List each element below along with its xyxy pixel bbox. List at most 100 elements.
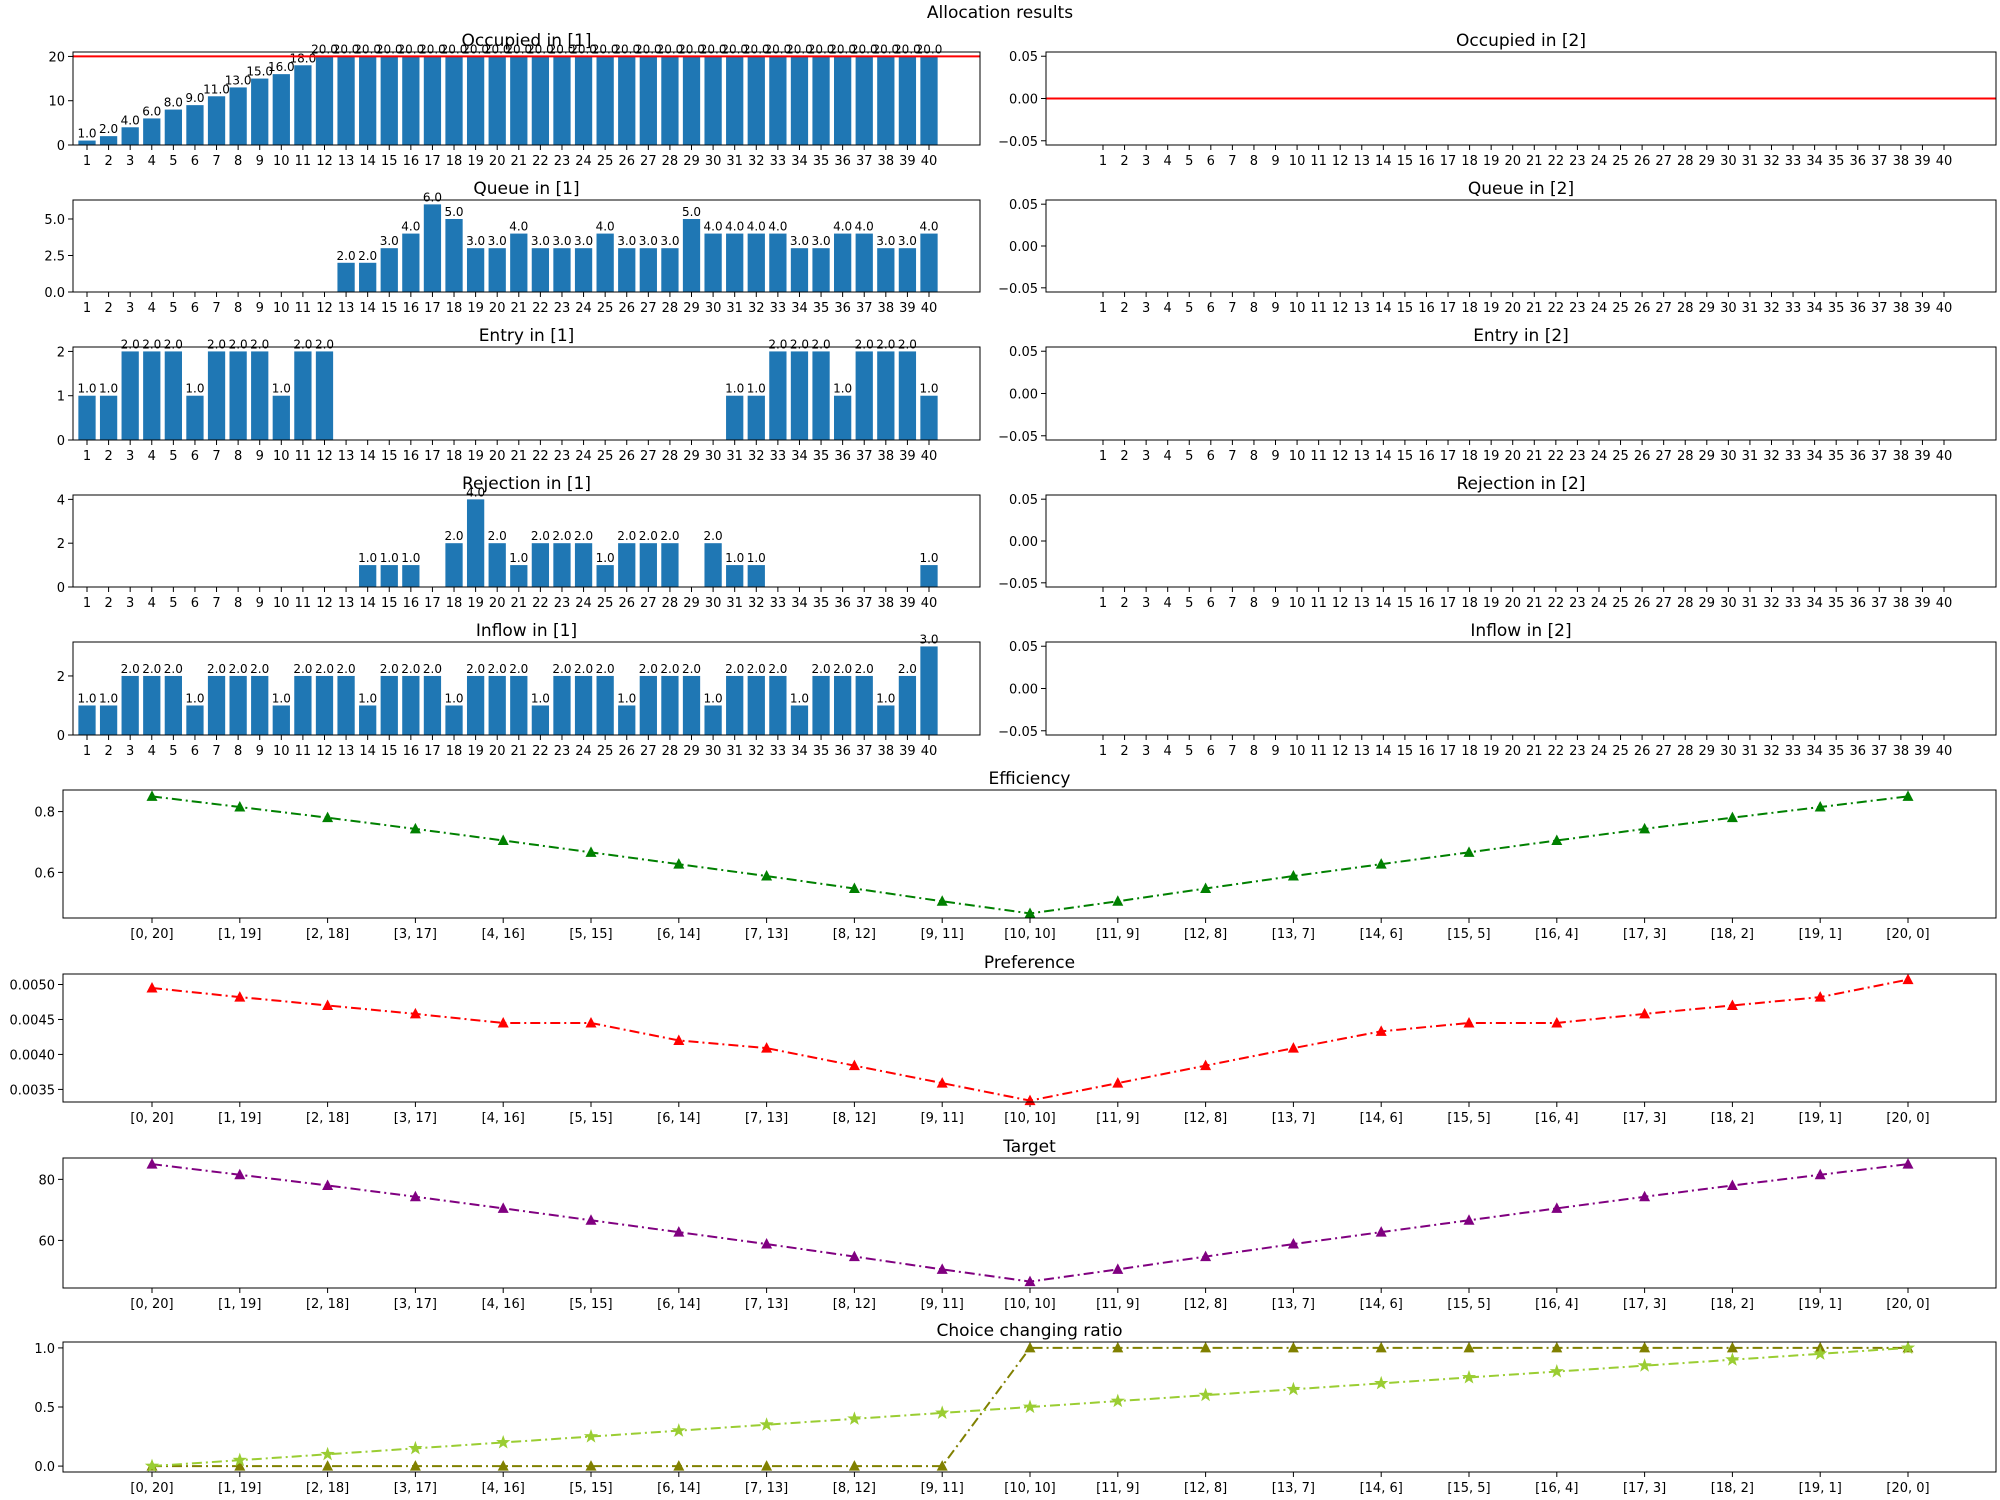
value-label: 2.0 — [855, 337, 874, 351]
x-tick-label: [0, 20] — [130, 1481, 173, 1496]
value-label: 4.0 — [596, 220, 615, 234]
chart-title: Rejection in [1] — [462, 474, 591, 494]
marker — [497, 834, 509, 845]
x-tick-label: 29 — [1699, 596, 1716, 611]
x-tick-label: 1 — [1099, 449, 1107, 464]
bar — [747, 233, 765, 292]
x-tick-label: 23 — [554, 301, 571, 316]
x-tick-label: 13 — [1353, 449, 1370, 464]
value-label: 2.0 — [617, 529, 636, 543]
x-tick-label: 23 — [1569, 154, 1586, 169]
x-tick-label: [20, 0] — [1886, 1481, 1929, 1496]
marker — [673, 1226, 685, 1237]
x-tick-label: 37 — [1871, 744, 1888, 759]
y-tick-label: 0.00 — [1009, 93, 1038, 108]
marker — [585, 846, 597, 857]
x-tick-label: [18, 2] — [1711, 927, 1754, 942]
axes-frame — [1045, 51, 1997, 146]
x-tick-label: 5 — [1185, 449, 1193, 464]
bar — [812, 675, 830, 735]
marker — [1639, 1341, 1651, 1353]
axes-frame — [1045, 494, 1997, 588]
x-tick-label: [17, 3] — [1623, 1481, 1666, 1496]
value-label: 20.0 — [484, 42, 511, 56]
x-tick-label: 19 — [467, 744, 484, 759]
x-tick-label: 26 — [618, 154, 635, 169]
value-label: 20.0 — [462, 42, 489, 56]
x-tick-label: 38 — [1893, 301, 1910, 316]
bar — [769, 675, 787, 735]
bar — [855, 233, 873, 292]
value-label: 2.0 — [682, 662, 701, 676]
y-tick-label: 0.0040 — [10, 1048, 56, 1063]
bar — [402, 675, 420, 735]
chart-title: Rejection in [2] — [1457, 474, 1586, 494]
value-label: 20.0 — [311, 42, 338, 56]
chart-title: Queue in [2] — [1468, 179, 1574, 199]
y-tick-label: 2 — [57, 670, 65, 685]
bar — [359, 56, 377, 145]
bar — [855, 351, 873, 440]
x-tick-label: 28 — [662, 301, 679, 316]
x-tick-label: 2 — [104, 744, 112, 759]
value-label: 20.0 — [354, 42, 381, 56]
x-tick-label: 26 — [618, 744, 635, 759]
x-tick-label: 25 — [597, 596, 614, 611]
y-tick-label: 0.00 — [1009, 683, 1038, 698]
value-label: 2.0 — [596, 662, 615, 676]
bar — [769, 56, 787, 145]
series-line — [151, 1346, 1909, 1468]
x-tick-label: 20 — [1504, 154, 1521, 169]
x-tick-label: 28 — [1677, 596, 1694, 611]
x-tick-label: 38 — [1893, 596, 1910, 611]
bar — [510, 56, 528, 145]
x-tick-label: 29 — [1699, 301, 1716, 316]
x-tick-label: 6 — [1207, 744, 1215, 759]
bar — [402, 565, 420, 587]
value-label: 2.0 — [444, 529, 463, 543]
x-tick-label: 26 — [1634, 596, 1651, 611]
marker — [936, 1263, 948, 1274]
x-tick-label: 6 — [1207, 596, 1215, 611]
x-tick-label: 10 — [1289, 301, 1306, 316]
y-tick-label: 0.05 — [1009, 198, 1038, 213]
x-tick-label: 38 — [878, 449, 895, 464]
x-tick-label: 17 — [424, 596, 441, 611]
x-tick-label: 7 — [212, 596, 220, 611]
marker — [848, 1460, 860, 1471]
x-tick-label: 18 — [1461, 154, 1478, 169]
x-tick-label: [4, 16] — [482, 1481, 525, 1496]
bar — [855, 56, 873, 145]
x-tick-label: 5 — [1185, 596, 1193, 611]
x-tick-label: 15 — [1397, 301, 1414, 316]
marker — [1814, 1168, 1826, 1180]
x-tick-label: 10 — [273, 744, 290, 759]
bar — [812, 351, 830, 440]
marker — [1022, 1399, 1038, 1414]
x-tick-label: 17 — [1440, 301, 1457, 316]
x-tick-label: 16 — [403, 301, 420, 316]
bar — [877, 248, 895, 292]
x-tick-label: 20 — [1504, 744, 1521, 759]
bar — [877, 705, 895, 735]
value-label: 2.0 — [337, 662, 356, 676]
value-label: 2.0 — [833, 662, 852, 676]
marker — [936, 895, 948, 906]
x-tick-label: [5, 15] — [569, 1297, 612, 1312]
x-tick-label: 29 — [1699, 744, 1716, 759]
x-tick-label: 27 — [1655, 744, 1672, 759]
x-tick-label: 28 — [662, 449, 679, 464]
x-tick-label: 20 — [489, 596, 506, 611]
x-tick-label: 28 — [662, 596, 679, 611]
bar — [574, 543, 593, 587]
y-tick-label: 0.05 — [1009, 345, 1038, 360]
bar — [574, 248, 593, 292]
x-tick-label: 39 — [1914, 596, 1931, 611]
x-tick-label: [18, 2] — [1711, 1297, 1754, 1312]
x-tick-label: 12 — [316, 449, 333, 464]
bar — [359, 565, 377, 587]
bar — [834, 675, 852, 735]
bar — [704, 233, 722, 292]
bar — [186, 395, 204, 440]
x-tick-label: 1 — [1099, 301, 1107, 316]
